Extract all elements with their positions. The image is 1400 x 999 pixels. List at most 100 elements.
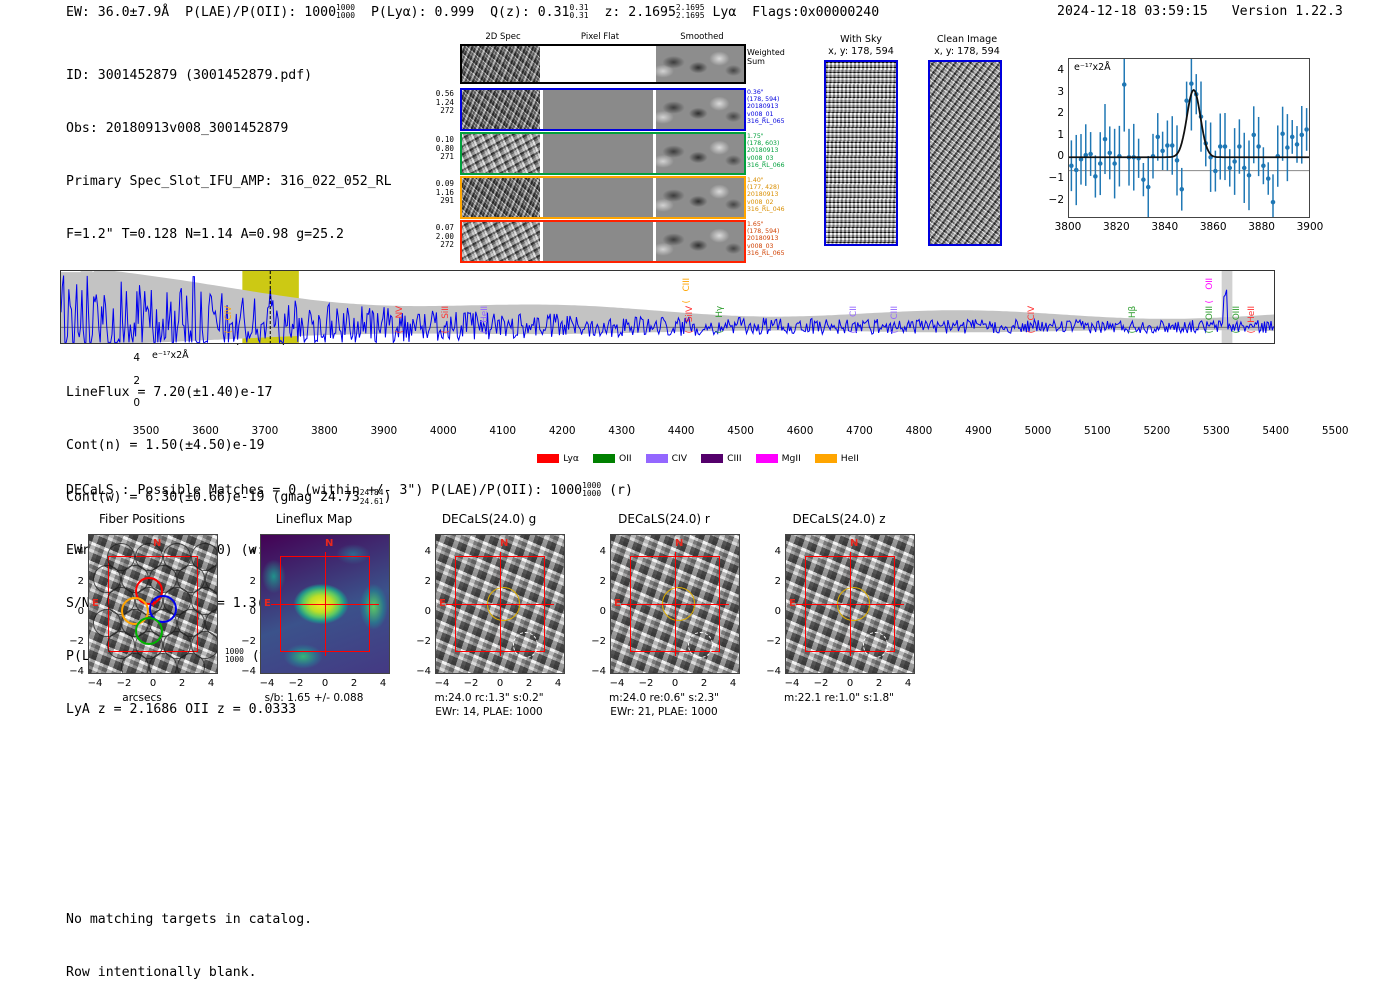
zoomed-line-profile-plot: e⁻¹⁷x2Å −2 −1 0 1 2 3 4 3800 3820 3840 3860 3880 39… — [1040, 36, 1323, 248]
cutout-title-1: Lineflux Map — [275, 512, 353, 526]
emission-line-label-oiii: OIII — [1232, 306, 1243, 321]
cutout-caption1-4: m:22.1 re:1.0" s:1.8" — [784, 692, 894, 704]
zoom-ytick: 4 — [1057, 63, 1064, 76]
twod-leftnums-1: 0.10 0.80 271 — [435, 135, 454, 162]
cutout-ytick: −2 — [766, 636, 781, 647]
emission-line-label-cii: CII — [848, 306, 859, 317]
clean-image — [928, 60, 1002, 246]
zoom-plot-units: e⁻¹⁷x2Å — [1074, 62, 1111, 73]
cutout-image-0[interactable]: + — [88, 534, 218, 674]
spectrum-ytick: 2 — [133, 374, 140, 387]
spectrum-xtick: 5200 — [1143, 425, 1171, 437]
emission-line-label-siii: SiII — [440, 306, 451, 319]
crosshair-vertical — [500, 551, 501, 657]
emission-line-label-hγ: Hγ — [714, 306, 725, 318]
crosshair-horizontal — [446, 604, 554, 605]
emission-line-brace: ( — [224, 330, 235, 334]
crosshair-vertical — [675, 551, 676, 657]
with-sky-image — [824, 60, 898, 246]
legend-label: CIII — [727, 453, 742, 464]
fiber-circle — [93, 565, 121, 593]
cutout-ytick: 0 — [599, 606, 606, 617]
spectrum-xtick: 3900 — [370, 425, 398, 437]
emission-line-brace: ( — [714, 330, 725, 334]
twod-spec-panel-group: 2D Spec Pixel Flat Smoothed Weighted Sum… — [420, 32, 785, 263]
zoom-xtick: 3820 — [1103, 221, 1130, 233]
cutout-xtick: 2 — [525, 678, 533, 689]
cutout-ytick: 2 — [77, 576, 84, 587]
emission-line-label-oii: OII — [1205, 278, 1216, 290]
cutout-image-1[interactable] — [260, 534, 390, 674]
emission-line-brace: ( — [1205, 300, 1216, 304]
cutout-xtick: 0 — [496, 678, 504, 689]
cutout-xtick: −2 — [288, 678, 304, 689]
plya-value: 0.999 — [434, 5, 475, 21]
aperture-box — [805, 555, 895, 653]
center-marker: + — [150, 599, 157, 611]
twod-row-fiber-2 — [460, 176, 746, 219]
cutout-ytick: −2 — [416, 636, 431, 647]
cutout-ytick: 2 — [424, 576, 431, 587]
spectrum-xtick: 5300 — [1202, 425, 1230, 437]
emission-line-brace: ( — [479, 330, 490, 334]
zoom-ytick: 0 — [1057, 150, 1064, 163]
spectrum-units: e⁻¹⁷x2Å — [152, 350, 189, 361]
twod-row-weighted-sum — [460, 44, 746, 84]
info-id: ID: 3001452879 (3001452879.pdf) — [66, 68, 313, 84]
legend-item-oii: OII — [592, 453, 632, 464]
twod-leftnums-0: 0.56 1.24 272 — [435, 89, 454, 116]
spectrum-xtick: 3600 — [192, 425, 219, 437]
zoom-xtick: 3900 — [1296, 221, 1324, 233]
emission-line-brace: ( — [848, 330, 859, 334]
cutout-xtick: 2 — [350, 678, 358, 689]
source-aperture-circle — [487, 587, 521, 621]
legend-swatch — [592, 454, 615, 463]
summary-header: EW: 36.0±7.9Å P(LAE)/P(OII): 1000 1000 100… — [66, 3, 879, 21]
cutout-ytick: 0 — [77, 606, 84, 617]
emission-line-label-nv: NV — [395, 306, 406, 319]
info-redshifts: LyA z = 2.1686 OII z = 0.0333 — [66, 701, 297, 717]
cutout-xtick: 0 — [321, 678, 329, 689]
cutout-ytick: 0 — [249, 606, 256, 617]
timestamp-version: 2024-12-18 03:59:15 Version 1.22.3 — [1057, 4, 1343, 19]
z-range: 2.1695 2.1695 — [675, 3, 705, 21]
compass-north-3: N — [675, 538, 684, 549]
cutout-ytick: 2 — [249, 576, 256, 587]
cutout-xtick: 4 — [729, 678, 737, 689]
emission-line-brace: ( — [1128, 330, 1139, 334]
fiber-circle — [107, 543, 135, 571]
fiber-circle — [191, 543, 217, 571]
legend-label: CIV — [671, 453, 688, 464]
info-lineflux: LineFlux = 7.20(±1.40)e-17 — [66, 384, 273, 400]
cutout-xlabel-0: arcsecs — [122, 692, 162, 704]
cutout-ytick: 0 — [774, 606, 781, 617]
cutout-image-2[interactable] — [435, 534, 565, 674]
plae-value: 1000 — [304, 5, 337, 21]
legend-label: MgII — [781, 453, 801, 464]
cutout-title-3: DECaLS(24.0) r — [618, 512, 710, 526]
info-cont-n: Cont(n) = 1.50(±4.50)e-19 — [66, 437, 265, 453]
compass-east-2: E — [439, 598, 446, 610]
plae-range: 1000 1000 — [336, 3, 356, 21]
cutout-xtick: −2 — [638, 678, 654, 689]
zoom-ytick: −1 — [1048, 172, 1064, 185]
timestamp: 2024-12-18 03:59:15 — [1057, 4, 1208, 19]
twod-meta-2: 1.40" (177, 428) 20180913 v008_02 316_RL_0… — [747, 177, 785, 213]
emission-line-brace: ( — [395, 330, 406, 334]
twod-title-smoothed: Smoothed — [680, 32, 724, 42]
compass-north-2: N — [500, 538, 509, 549]
legend-label: OII — [618, 453, 632, 464]
aperture-box — [630, 555, 720, 653]
z-value: 2.1695 — [628, 5, 676, 21]
cutout-ytick: 0 — [424, 606, 431, 617]
cutout-image-3[interactable] — [610, 534, 740, 674]
cutout-ytick: −4 — [416, 666, 431, 677]
legend-swatch — [755, 454, 778, 463]
spectrum-xtick: 4200 — [548, 425, 576, 437]
cutout-ytick: −2 — [591, 636, 606, 647]
cutout-image-4[interactable] — [785, 534, 915, 674]
cutout-xtick: 4 — [207, 678, 215, 689]
twod-leftnums-3: 0.07 2.00 272 — [435, 223, 454, 250]
twod-row-fiber-3 — [460, 220, 746, 263]
spectrum-xtick: 3800 — [311, 425, 338, 437]
